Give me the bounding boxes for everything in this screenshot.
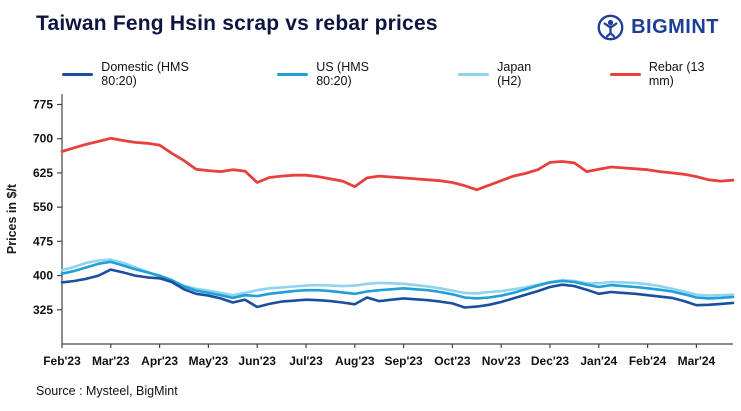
svg-text:Oct'23: Oct'23 bbox=[434, 354, 471, 368]
svg-text:700: 700 bbox=[33, 132, 53, 146]
bigmint-logo: BIGMINT bbox=[597, 14, 719, 41]
svg-text:550: 550 bbox=[33, 200, 53, 214]
legend-item-us[interactable]: US (HMS 80:20) bbox=[276, 60, 406, 88]
svg-text:625: 625 bbox=[33, 166, 53, 180]
bigmint-logo-text: BIGMINT bbox=[631, 16, 719, 38]
legend-label-japan: Japan (H2) bbox=[497, 60, 532, 88]
svg-text:Prices in $/t: Prices in $/t bbox=[5, 183, 19, 254]
legend-label-rebar: Rebar (13 mm) bbox=[648, 60, 705, 88]
legend-item-rebar[interactable]: Rebar (13 mm) bbox=[609, 60, 731, 88]
svg-text:Jan'24: Jan'24 bbox=[580, 354, 617, 368]
svg-text:Dec'23: Dec'23 bbox=[531, 354, 570, 368]
legend-item-japan[interactable]: Japan (H2) bbox=[457, 60, 558, 88]
price-chart-svg: 325 400 475 550 625 700 775 Feb'23 Mar'23 Apr'23 M… bbox=[5, 94, 735, 368]
legend-label-us: US (HMS 80:20) bbox=[316, 60, 369, 88]
svg-text:775: 775 bbox=[33, 97, 53, 111]
svg-text:Mar'23: Mar'23 bbox=[92, 354, 130, 368]
legend-swatch-us bbox=[276, 72, 309, 76]
svg-text:Sep'23: Sep'23 bbox=[384, 354, 423, 368]
chart-legend: Domestic (HMS 80:20) US (HMS 80:20) Japa… bbox=[62, 60, 731, 88]
bigmint-logo-icon bbox=[597, 14, 624, 41]
svg-text:Feb'23: Feb'23 bbox=[43, 354, 81, 368]
svg-text:Feb'24: Feb'24 bbox=[629, 354, 667, 368]
svg-text:475: 475 bbox=[33, 234, 53, 248]
legend-swatch-japan bbox=[457, 72, 490, 76]
svg-text:325: 325 bbox=[33, 303, 53, 317]
svg-text:May'23: May'23 bbox=[189, 354, 229, 368]
svg-text:Apr'23: Apr'23 bbox=[141, 354, 178, 368]
svg-text:Jul'23: Jul'23 bbox=[289, 354, 323, 368]
legend-swatch-domestic bbox=[62, 72, 94, 76]
header: Taiwan Feng Hsin scrap vs rebar prices B… bbox=[36, 12, 719, 41]
legend-swatch-rebar bbox=[609, 72, 641, 76]
svg-text:Nov'23: Nov'23 bbox=[482, 354, 521, 368]
page-title: Taiwan Feng Hsin scrap vs rebar prices bbox=[36, 12, 438, 35]
svg-text:Aug'23: Aug'23 bbox=[335, 354, 375, 368]
svg-text:Jun'23: Jun'23 bbox=[238, 354, 276, 368]
legend-item-domestic[interactable]: Domestic (HMS 80:20) bbox=[62, 60, 225, 88]
source-note: Source : Mysteel, BigMint bbox=[36, 384, 178, 398]
price-chart: 325 400 475 550 625 700 775 Feb'23 Mar'23 Apr'23 M… bbox=[0, 82, 741, 382]
svg-text:Mar'24: Mar'24 bbox=[678, 354, 716, 368]
legend-label-domestic: Domestic (HMS 80:20) bbox=[101, 60, 189, 88]
svg-text:400: 400 bbox=[33, 269, 53, 283]
